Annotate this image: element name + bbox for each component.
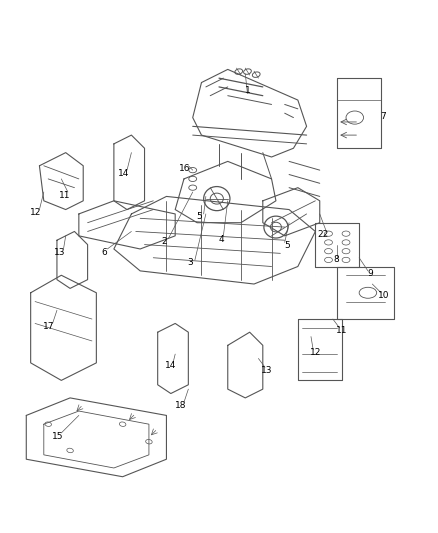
- Text: 8: 8: [333, 255, 339, 264]
- Text: 4: 4: [219, 235, 224, 244]
- Text: 13: 13: [54, 247, 66, 256]
- Text: 11: 11: [59, 191, 70, 199]
- Text: 3: 3: [187, 259, 194, 268]
- Text: 16: 16: [179, 164, 191, 173]
- Text: 1: 1: [244, 86, 251, 95]
- Text: 17: 17: [43, 322, 55, 331]
- Text: 10: 10: [378, 292, 389, 301]
- Text: 5: 5: [284, 241, 290, 250]
- Text: 12: 12: [310, 348, 321, 357]
- Text: 7: 7: [380, 112, 386, 121]
- Text: 6: 6: [101, 247, 107, 256]
- Text: 18: 18: [175, 401, 186, 410]
- Text: 12: 12: [30, 208, 42, 217]
- Text: 14: 14: [165, 361, 177, 370]
- Text: 2: 2: [162, 237, 167, 246]
- Text: 15: 15: [52, 432, 64, 440]
- Text: 22: 22: [318, 230, 329, 239]
- Text: 5: 5: [196, 212, 202, 221]
- Text: 14: 14: [118, 169, 129, 177]
- Text: 9: 9: [367, 270, 373, 278]
- Text: 13: 13: [261, 366, 273, 375]
- Text: 11: 11: [336, 326, 347, 335]
